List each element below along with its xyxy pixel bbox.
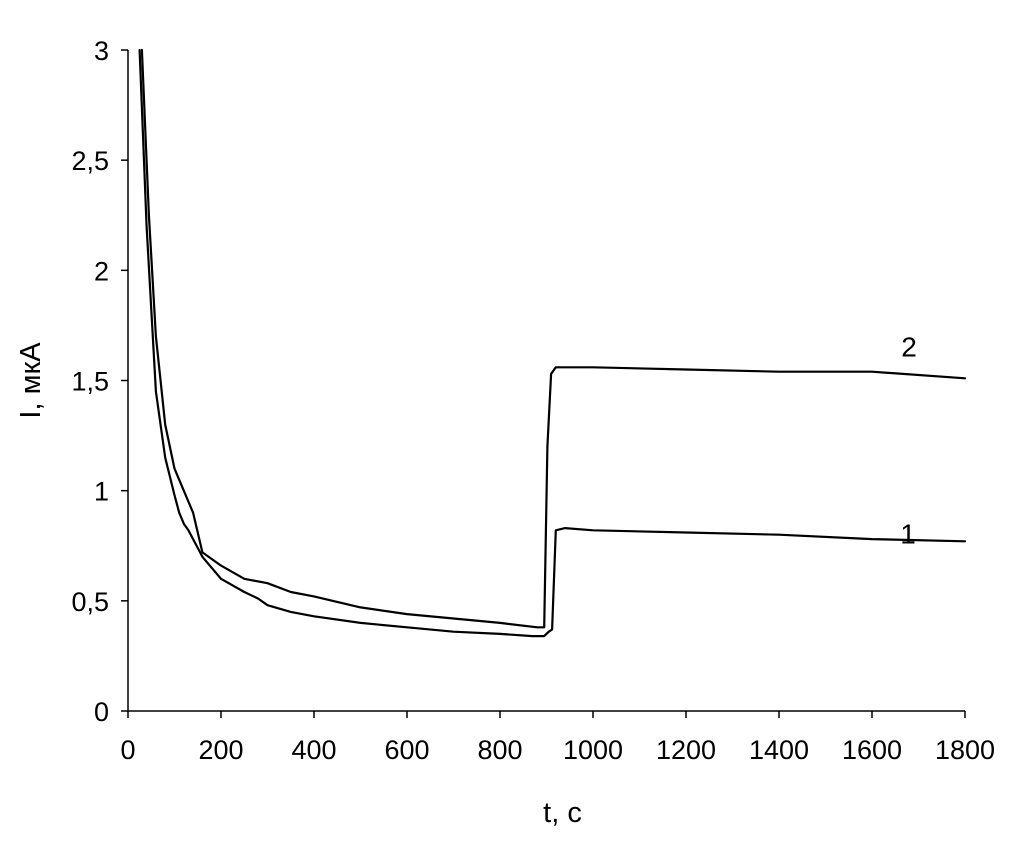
- series-label-2: 2: [901, 331, 917, 362]
- series-layer: 12: [138, 48, 967, 638]
- x-axis-title: t, с: [543, 797, 582, 829]
- y-tick-label: 0,5: [71, 587, 109, 617]
- y-tick-label: 2: [94, 256, 109, 286]
- axes: [127, 50, 965, 712]
- y-tick-label: 2,5: [71, 146, 109, 176]
- x-tick-label: 1400: [749, 735, 809, 765]
- x-tick-label: 1200: [656, 735, 716, 765]
- y-axis-title: I, мкА: [15, 342, 47, 419]
- x-tick-label: 600: [384, 735, 429, 765]
- y-tick-label: 3: [94, 36, 109, 66]
- x-tick-label: 1600: [842, 735, 902, 765]
- y-tick-label: 1,5: [71, 367, 109, 397]
- x-tick-label: 400: [291, 735, 336, 765]
- x-tick-label: 800: [477, 735, 522, 765]
- x-tick-label: 0: [120, 735, 135, 765]
- series-line-1: [138, 48, 967, 638]
- x-tick-label: 1000: [563, 735, 623, 765]
- x-tick-label: 200: [198, 735, 243, 765]
- x-ticks: 0 200 400 600 800 1000 1200 1400 1600 1800: [120, 711, 995, 765]
- y-ticks: 0 0,5 1 1,5 2 2,5 3: [71, 36, 128, 727]
- y-tick-label: 1: [94, 477, 109, 507]
- series-label-1: 1: [900, 518, 916, 549]
- x-tick-label: 1800: [935, 735, 995, 765]
- y-tick-label: 0: [94, 697, 109, 727]
- series-line-2: [140, 48, 967, 629]
